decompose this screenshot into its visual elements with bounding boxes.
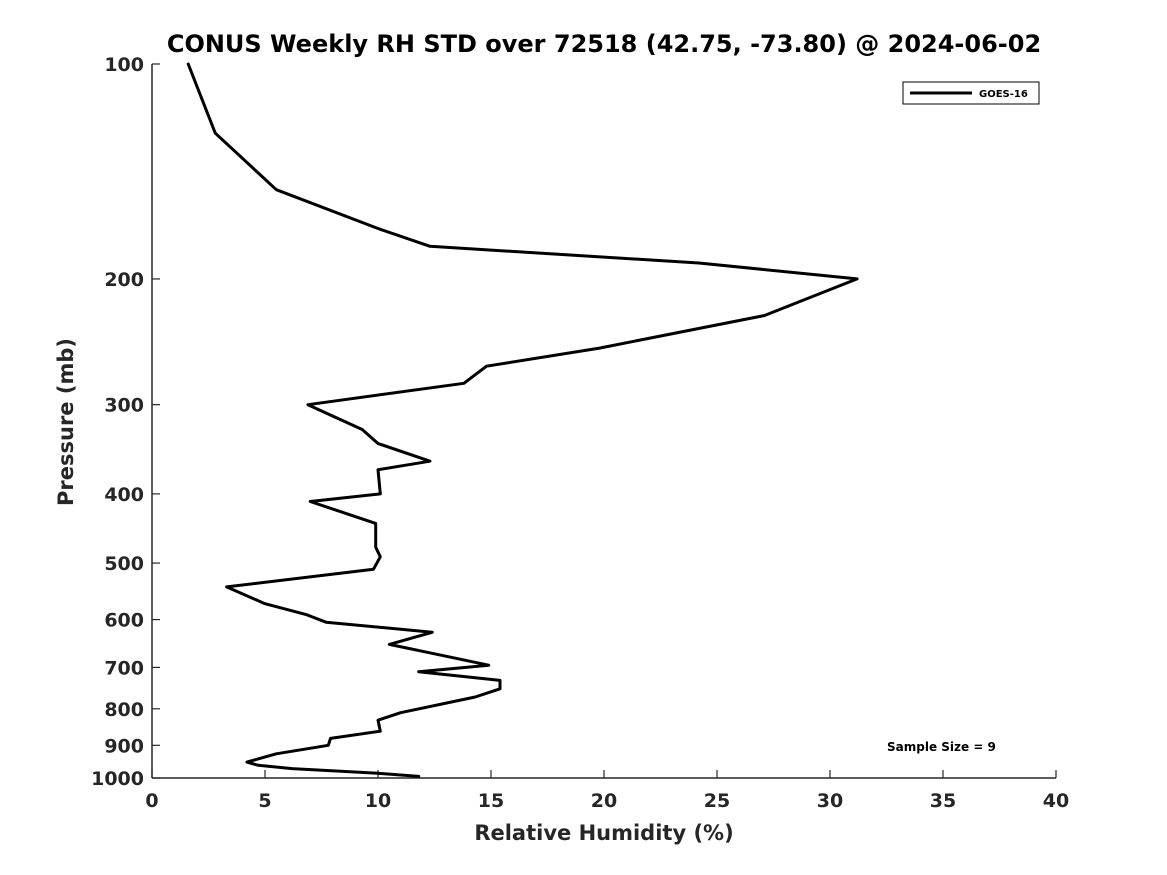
y-tick-label: 300: [104, 395, 144, 417]
y-tick-label: 500: [104, 553, 144, 575]
series-line-0: [186, 62, 859, 778]
x-tick-label: 20: [591, 790, 617, 812]
x-tick-label: 35: [930, 790, 956, 812]
y-tick-label: 700: [104, 657, 144, 679]
x-tick-label: 5: [258, 790, 271, 812]
y-tick-label: 800: [104, 699, 144, 721]
x-tick-label: 15: [478, 790, 504, 812]
axes: [151, 64, 1056, 779]
x-tick-label: 25: [704, 790, 730, 812]
legend-label-goes16: GOES-16: [979, 89, 1028, 100]
y-tick-label: 400: [104, 484, 144, 506]
legend: GOES-16: [902, 81, 1040, 105]
chart-title: CONUS Weekly RH STD over 72518 (42.75, -…: [167, 30, 1041, 58]
y-tick-label: 600: [104, 610, 144, 632]
x-tick-label: 10: [365, 790, 391, 812]
x-tick-label: 40: [1043, 790, 1069, 812]
x-tick-label: 0: [145, 790, 158, 812]
axis-ticks: 0 5 10 15 20 25 30 35 40 100 200 300 400 500 600 700 800…: [91, 54, 1069, 812]
plot-area: [186, 62, 859, 778]
y-tick-label: 200: [104, 269, 144, 291]
y-tick-label: 100: [104, 54, 144, 76]
x-tick-label: 30: [817, 790, 843, 812]
y-axis-label: Pressure (mb): [54, 338, 78, 506]
y-tick-label: 900: [104, 735, 144, 757]
x-axis-label: Relative Humidity (%): [474, 821, 733, 845]
y-tick-label: 1000: [91, 768, 144, 790]
sample-size-annotation: Sample Size = 9: [887, 740, 996, 754]
